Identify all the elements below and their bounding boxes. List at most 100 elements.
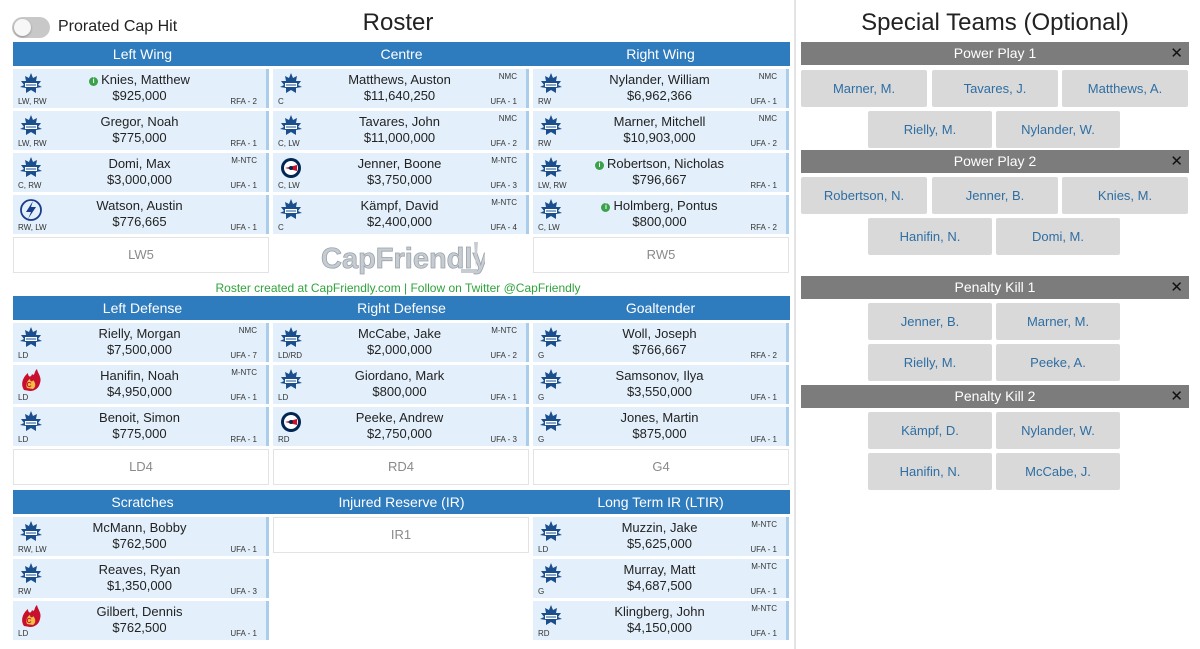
- player-cap-hit: $775,000: [112, 426, 167, 441]
- left-wing-heading: Left Wing: [112, 46, 173, 62]
- maple-leaf-logo: [538, 410, 564, 434]
- player-name-row: Giordano, Mark: [273, 368, 526, 383]
- empty-roster-slot[interactable]: G4: [533, 449, 789, 485]
- player-position: G: [538, 435, 545, 444]
- blue-jackets-logo: [278, 156, 304, 180]
- player-card[interactable]: C, RW Domi, Max $3,000,000 M-NTC UFA - 1: [13, 153, 269, 192]
- empty-roster-slot[interactable]: LW5: [13, 237, 269, 273]
- player-card[interactable]: G Jones, Martin $875,000 UFA - 1: [533, 407, 789, 446]
- player-contract-status: UFA - 1: [230, 629, 257, 638]
- player-card[interactable]: LW, RW i Robertson, Nicholas $796,667 RFA - …: [533, 153, 789, 192]
- player-card[interactable]: C, LW Jenner, Boone $3,750,000 M-NTC UFA - 3: [273, 153, 529, 192]
- special-teams-player-button[interactable]: Nylander, W.: [996, 111, 1120, 148]
- player-card[interactable]: RD Peeke, Andrew $2,750,000 UFA - 3: [273, 407, 529, 446]
- player-position: RW, LW: [18, 223, 47, 232]
- special-teams-player-button[interactable]: Rielly, M.: [868, 344, 992, 381]
- player-cap-hit: $3,750,000: [366, 172, 433, 187]
- player-card[interactable]: RW Marner, Mitchell $10,903,000 NMC UFA - 2: [533, 111, 789, 150]
- player-card[interactable]: LW, RW i Knies, Matthew $925,000 RFA - 2: [13, 69, 269, 108]
- player-name: Giordano, Mark: [354, 368, 445, 383]
- player-card[interactable]: C Kämpf, David $2,400,000 M-NTC UFA - 4: [273, 195, 529, 234]
- player-position: RW: [18, 587, 32, 596]
- special-unit-header: Power Play 1 ✕: [801, 42, 1189, 65]
- blue-jackets-logo: [278, 410, 304, 434]
- special-teams-player-button[interactable]: Hanifin, N.: [868, 453, 992, 490]
- player-card[interactable]: RW, LW McMann, Bobby $762,500 UFA - 1: [13, 517, 269, 556]
- special-unit-header: Penalty Kill 2 ✕: [801, 385, 1189, 408]
- special-teams-player-button[interactable]: Jenner, B.: [932, 177, 1058, 214]
- player-card[interactable]: C, LW Tavares, John $11,000,000 NMC UFA - 2: [273, 111, 529, 150]
- player-name: Gilbert, Dennis: [96, 604, 183, 619]
- close-icon[interactable]: ✕: [1170, 388, 1183, 405]
- capfriendly-logo[interactable]: CapFriendly: [319, 238, 485, 280]
- player-card[interactable]: G Woll, Joseph $766,667 RFA - 2: [533, 323, 789, 362]
- player-cap-hit: $1,350,000: [106, 578, 173, 593]
- player-name: Marner, Mitchell: [613, 114, 706, 129]
- roster-credit[interactable]: Roster created at CapFriendly.com | Foll…: [215, 281, 581, 295]
- special-teams-player-button[interactable]: Marner, M.: [801, 70, 927, 107]
- player-clause: M-NTC: [751, 562, 777, 571]
- info-icon[interactable]: i: [594, 161, 604, 170]
- player-cap-hit: $2,000,000: [366, 342, 433, 357]
- special-teams-player-button[interactable]: Tavares, J.: [932, 70, 1058, 107]
- player-card[interactable]: LD Rielly, Morgan $7,500,000 NMC UFA - 7: [13, 323, 269, 362]
- player-card[interactable]: RW Nylander, William $6,962,366 NMC UFA - 1: [533, 69, 789, 108]
- close-icon[interactable]: ✕: [1170, 279, 1183, 296]
- player-card[interactable]: RD Klingberg, John $4,150,000 M-NTC UFA - 1: [533, 601, 789, 640]
- svg-text:C: C: [27, 382, 32, 389]
- player-card[interactable]: LD/RD McCabe, Jake $2,000,000 M-NTC UFA - 2: [273, 323, 529, 362]
- special-teams-player-button[interactable]: Matthews, A.: [1062, 70, 1188, 107]
- player-card[interactable]: C Matthews, Auston $11,640,250 NMC UFA - 1: [273, 69, 529, 108]
- special-teams-player-button[interactable]: Jenner, B.: [868, 303, 992, 340]
- player-name: Hanifin, Noah: [100, 368, 179, 383]
- player-card[interactable]: G Murray, Matt $4,687,500 M-NTC UFA - 1: [533, 559, 789, 598]
- special-teams-player-button[interactable]: Nylander, W.: [996, 412, 1120, 449]
- special-teams-player-button[interactable]: Rielly, M.: [868, 111, 992, 148]
- player-card[interactable]: LD Benoit, Simon $775,000 RFA - 1: [13, 407, 269, 446]
- left-defense-column: LD Rielly, Morgan $7,500,000 NMC UFA - 7 C LD H…: [13, 323, 269, 485]
- special-teams-player-button[interactable]: Robertson, N.: [801, 177, 927, 214]
- player-contract-status: UFA - 1: [750, 393, 777, 402]
- close-icon[interactable]: ✕: [1170, 153, 1183, 170]
- special-teams-player-button[interactable]: Kämpf, D.: [868, 412, 992, 449]
- player-position: LD: [278, 393, 289, 402]
- player-card[interactable]: LW, RW Gregor, Noah $775,000 RFA - 1: [13, 111, 269, 150]
- player-name: Gregor, Noah: [100, 114, 179, 129]
- info-icon[interactable]: i: [89, 77, 99, 86]
- empty-roster-slot[interactable]: IR1: [273, 517, 529, 553]
- special-teams-player-button[interactable]: Hanifin, N.: [868, 218, 992, 255]
- special-teams-player-button[interactable]: Knies, M.: [1062, 177, 1188, 214]
- player-card[interactable]: C LD Gilbert, Dennis $762,500 UFA - 1: [13, 601, 269, 640]
- player-card[interactable]: RW Reaves, Ryan $1,350,000 UFA - 3: [13, 559, 269, 598]
- info-icon[interactable]: i: [601, 203, 611, 212]
- player-cap-hit: $766,667: [632, 342, 687, 357]
- flames-logo: C: [18, 368, 44, 392]
- player-contract-status: UFA - 2: [750, 139, 777, 148]
- lightning-logo: [18, 198, 44, 222]
- maple-leaf-logo: [278, 72, 304, 96]
- prorated-cap-hit-toggle[interactable]: [12, 17, 50, 38]
- close-icon[interactable]: ✕: [1170, 45, 1183, 62]
- maple-leaf-logo: [538, 562, 564, 586]
- player-card[interactable]: RW, LW Watson, Austin $776,665 UFA - 1: [13, 195, 269, 234]
- special-teams-player-button[interactable]: Domi, M.: [996, 218, 1120, 255]
- player-cap-hit: $5,625,000: [626, 536, 693, 551]
- player-name: Nylander, William: [609, 72, 710, 87]
- injured-reserve-column: IR1: [273, 517, 529, 553]
- player-card[interactable]: LD Giordano, Mark $800,000 UFA - 1: [273, 365, 529, 404]
- special-teams-player-button[interactable]: McCabe, J.: [996, 453, 1120, 490]
- empty-roster-slot[interactable]: RW5: [533, 237, 789, 273]
- player-position: LD: [538, 545, 549, 554]
- special-teams-player-button[interactable]: Peeke, A.: [996, 344, 1120, 381]
- empty-roster-slot[interactable]: LD4: [13, 449, 269, 485]
- player-card[interactable]: C LD Hanifin, Noah $4,950,000 M-NTC UFA - 1: [13, 365, 269, 404]
- player-contract-status: RFA - 2: [750, 351, 777, 360]
- maple-leaf-logo: [18, 114, 44, 138]
- player-card[interactable]: G Samsonov, Ilya $3,550,000 UFA - 1: [533, 365, 789, 404]
- player-name-row: Klingberg, John: [533, 604, 786, 619]
- empty-roster-slot[interactable]: RD4: [273, 449, 529, 485]
- player-card[interactable]: C, LW i Holmberg, Pontus $800,000 RFA - 2: [533, 195, 789, 234]
- player-card[interactable]: LD Muzzin, Jake $5,625,000 M-NTC UFA - 1: [533, 517, 789, 556]
- player-cap-hit: $775,000: [112, 130, 167, 145]
- special-teams-player-button[interactable]: Marner, M.: [996, 303, 1120, 340]
